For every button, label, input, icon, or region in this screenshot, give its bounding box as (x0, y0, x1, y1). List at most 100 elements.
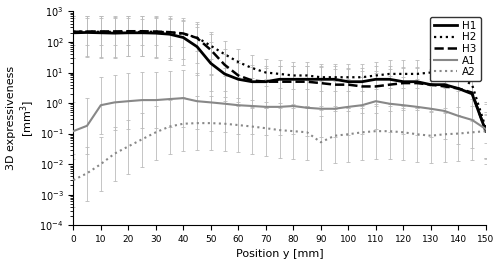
H3 (166, 30, 172, 34)
H2 (304, 74, 310, 77)
H3 (400, 82, 406, 85)
H1 (428, 83, 434, 86)
H1 (98, 31, 104, 34)
H3 (98, 30, 104, 33)
H1 (263, 80, 269, 83)
A2 (98, 162, 104, 166)
H3 (332, 83, 338, 86)
H3 (456, 87, 462, 90)
H1 (483, 130, 489, 133)
Line: H1: H1 (74, 33, 486, 131)
H3 (180, 32, 186, 35)
A1 (249, 104, 255, 108)
A1 (194, 100, 200, 103)
A2 (70, 179, 76, 182)
A1 (153, 99, 159, 102)
A2 (84, 172, 90, 175)
A1 (98, 104, 104, 107)
A2 (263, 127, 269, 130)
Line: H2: H2 (74, 32, 486, 128)
H1 (276, 78, 282, 81)
H1 (222, 72, 228, 76)
A1 (414, 105, 420, 108)
A2 (386, 130, 392, 133)
H1 (469, 92, 475, 95)
A1 (469, 118, 475, 122)
A1 (126, 100, 132, 103)
H3 (222, 63, 228, 66)
Line: A2: A2 (74, 123, 486, 180)
H3 (386, 83, 392, 86)
A1 (112, 101, 117, 104)
H2 (166, 31, 172, 34)
H1 (359, 80, 365, 83)
H2 (249, 67, 255, 70)
A2 (208, 122, 214, 125)
A1 (70, 130, 76, 133)
A2 (359, 131, 365, 134)
A2 (180, 122, 186, 125)
A1 (359, 104, 365, 107)
H1 (84, 31, 90, 34)
A1 (373, 100, 379, 103)
X-axis label: Position y [mm]: Position y [mm] (236, 249, 324, 259)
H2 (276, 72, 282, 76)
A2 (126, 145, 132, 148)
H3 (236, 74, 242, 77)
H1 (400, 80, 406, 83)
A1 (166, 98, 172, 101)
A2 (428, 134, 434, 137)
H1 (139, 31, 145, 34)
H3 (469, 91, 475, 94)
H2 (98, 30, 104, 33)
A2 (373, 130, 379, 133)
A1 (290, 104, 296, 108)
Line: A1: A1 (74, 98, 486, 131)
A2 (400, 131, 406, 134)
A2 (304, 131, 310, 134)
H1 (318, 78, 324, 81)
H3 (290, 80, 296, 83)
A2 (456, 132, 462, 135)
A1 (346, 105, 352, 108)
H1 (126, 31, 132, 34)
H2 (359, 76, 365, 79)
H2 (112, 30, 117, 33)
A1 (456, 114, 462, 117)
H2 (139, 30, 145, 34)
A2 (290, 130, 296, 133)
H2 (483, 127, 489, 130)
H3 (373, 85, 379, 88)
H3 (249, 79, 255, 82)
H1 (456, 87, 462, 90)
A2 (346, 133, 352, 136)
H1 (153, 32, 159, 35)
H2 (456, 76, 462, 79)
Legend: H1, H2, H3, A1, A2: H1, H2, H3, A1, A2 (430, 17, 480, 81)
H1 (166, 33, 172, 36)
H1 (112, 32, 117, 35)
A1 (222, 102, 228, 105)
A2 (222, 122, 228, 125)
H2 (373, 74, 379, 77)
H3 (139, 30, 145, 33)
A2 (112, 152, 117, 155)
H2 (222, 52, 228, 56)
H1 (180, 36, 186, 39)
A1 (236, 104, 242, 107)
H1 (386, 78, 392, 81)
H1 (346, 80, 352, 83)
H2 (84, 30, 90, 33)
H1 (442, 83, 448, 86)
H3 (276, 80, 282, 83)
A1 (304, 106, 310, 109)
A2 (153, 131, 159, 134)
H2 (236, 60, 242, 64)
A2 (166, 125, 172, 128)
H1 (414, 80, 420, 83)
H1 (332, 78, 338, 81)
A1 (483, 127, 489, 131)
A1 (318, 107, 324, 110)
A1 (276, 105, 282, 108)
H2 (263, 71, 269, 74)
